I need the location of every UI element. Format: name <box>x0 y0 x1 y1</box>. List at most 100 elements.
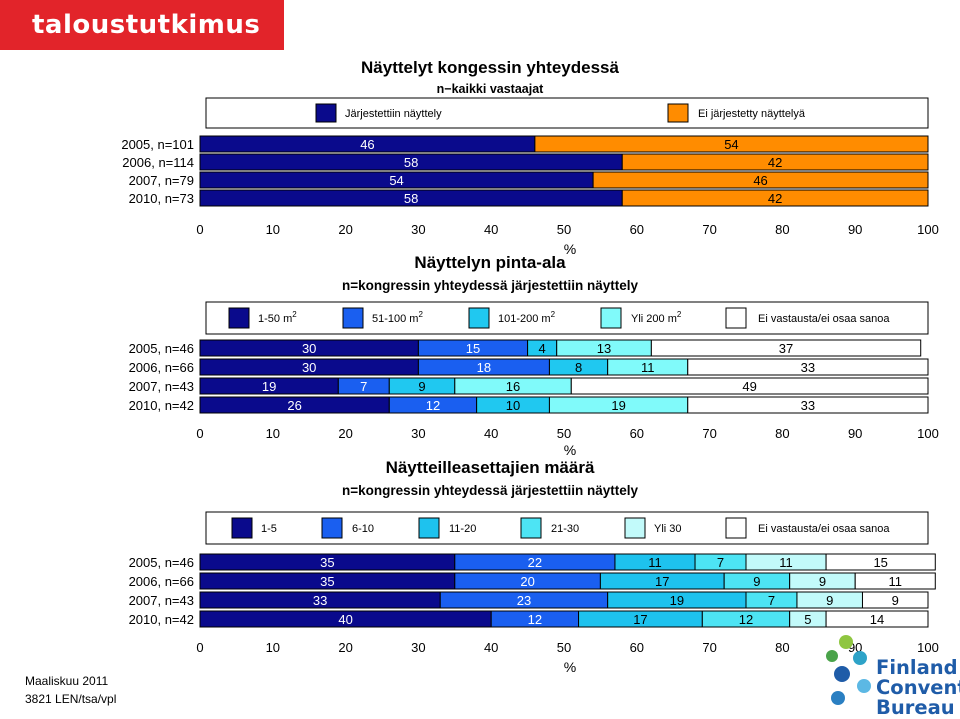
legend-swatch <box>418 517 440 539</box>
bar-segment <box>592 171 929 189</box>
bar-segment <box>825 553 936 571</box>
data-label: 30 <box>302 341 316 356</box>
legend-label-superscript: 2 <box>418 310 423 319</box>
x-tick-label: 40 <box>484 640 498 655</box>
legend-swatch <box>228 307 250 329</box>
x-tick-label: 100 <box>917 640 939 655</box>
data-label: 33 <box>801 360 815 375</box>
footer-date: Maaliskuu 2011 <box>25 674 109 688</box>
legend-swatch <box>725 307 747 329</box>
legend-label: 1-50 m2 <box>258 310 297 325</box>
data-label: 19 <box>611 398 625 413</box>
data-label: 11 <box>779 555 793 570</box>
data-label: 49 <box>742 379 756 394</box>
data-label: 26 <box>287 398 301 413</box>
category-label: 2006, n=114 <box>122 155 194 170</box>
data-label: 12 <box>739 612 753 627</box>
x-tick-label: 60 <box>630 640 644 655</box>
x-tick-label: 10 <box>266 222 280 237</box>
x-axis-label: % <box>564 659 576 675</box>
data-label: 18 <box>477 360 491 375</box>
category-label: 2010, n=42 <box>129 612 194 627</box>
x-axis-label: % <box>564 442 576 458</box>
data-label: 11 <box>648 555 662 570</box>
x-tick-label: 80 <box>775 640 789 655</box>
data-label: 12 <box>528 612 542 627</box>
chart-subtitle: n=kongressin yhteydessä järjestettiin nä… <box>342 483 638 498</box>
data-label: 35 <box>320 574 334 589</box>
chart-subtitle: n=kongressin yhteydessä järjestettiin nä… <box>342 278 638 293</box>
brand-name: taloustutkimus oy <box>32 10 261 90</box>
category-label: 2005, n=101 <box>121 137 194 152</box>
data-label: 11 <box>888 574 902 589</box>
data-label: 35 <box>320 555 334 570</box>
x-axis-label: % <box>564 241 576 257</box>
chart-title: Näyttelyn pinta-ala <box>414 253 566 272</box>
category-label: 2010, n=42 <box>129 398 194 413</box>
legend-swatch <box>624 517 646 539</box>
chart-title: Näyttelyt kongessin yhteydessä <box>361 58 619 77</box>
data-label: 9 <box>819 574 826 589</box>
x-tick-label: 100 <box>917 222 939 237</box>
category-label: 2006, n=66 <box>129 360 194 375</box>
x-tick-label: 90 <box>848 222 862 237</box>
data-label: 42 <box>768 155 782 170</box>
x-tick-label: 100 <box>917 426 939 441</box>
x-tick-label: 0 <box>196 426 203 441</box>
x-tick-label: 50 <box>557 426 571 441</box>
bar-segment <box>534 135 929 153</box>
data-label: 15 <box>466 341 480 356</box>
data-label: 17 <box>655 574 669 589</box>
legend-swatch <box>725 517 747 539</box>
legend-label: Ei vastausta/ei osaa sanoa <box>758 523 890 535</box>
data-label: 23 <box>517 593 531 608</box>
legend-swatch <box>667 103 689 123</box>
data-label: 22 <box>528 555 542 570</box>
x-tick-label: 80 <box>775 222 789 237</box>
bar-segment <box>687 358 929 376</box>
data-label: 54 <box>724 137 738 152</box>
data-label: 5 <box>804 612 811 627</box>
data-label: 54 <box>389 173 403 188</box>
category-label: 2005, n=46 <box>129 555 194 570</box>
x-tick-label: 70 <box>702 426 716 441</box>
legend-label-superscript: 2 <box>551 310 556 319</box>
legend-label: 101-200 m2 <box>498 310 556 325</box>
data-label: 46 <box>360 137 374 152</box>
x-tick-label: 90 <box>848 426 862 441</box>
data-label: 40 <box>338 612 352 627</box>
category-label: 2007, n=43 <box>129 593 194 608</box>
data-label: 10 <box>506 398 520 413</box>
legend-frame <box>205 97 929 129</box>
data-label: 7 <box>768 593 775 608</box>
data-label: 58 <box>404 191 418 206</box>
data-label: 20 <box>520 574 534 589</box>
data-label: 7 <box>360 379 367 394</box>
category-label: 2010, n=73 <box>129 191 194 206</box>
legend-label: Yli 200 m2 <box>631 310 682 325</box>
category-label: 2007, n=79 <box>129 173 194 188</box>
data-label: 58 <box>404 155 418 170</box>
legend-swatch <box>520 517 542 539</box>
category-label: 2005, n=46 <box>129 341 194 356</box>
legend-swatch <box>321 517 343 539</box>
bar-segment <box>825 610 929 628</box>
data-label: 37 <box>779 341 793 356</box>
data-label: 19 <box>262 379 276 394</box>
data-label: 9 <box>753 574 760 589</box>
data-label: 15 <box>873 555 887 570</box>
chart-title: Näytteilleasettajien määrä <box>386 458 595 477</box>
legend-swatch <box>342 307 364 329</box>
legend-label: Järjestettiin näyttely <box>345 108 442 120</box>
x-tick-label: 30 <box>411 640 425 655</box>
bar-segment <box>570 377 929 395</box>
data-label: 9 <box>826 593 833 608</box>
legend-swatch <box>231 517 253 539</box>
logo-text-line3: Bureau <box>876 696 955 719</box>
legend-label: 21-30 <box>551 523 579 535</box>
category-label: 2006, n=66 <box>129 574 194 589</box>
data-label: 7 <box>717 555 724 570</box>
chart-subtitle: n−kaikki vastaajat <box>437 82 545 96</box>
x-tick-label: 10 <box>266 426 280 441</box>
x-tick-label: 50 <box>557 222 571 237</box>
